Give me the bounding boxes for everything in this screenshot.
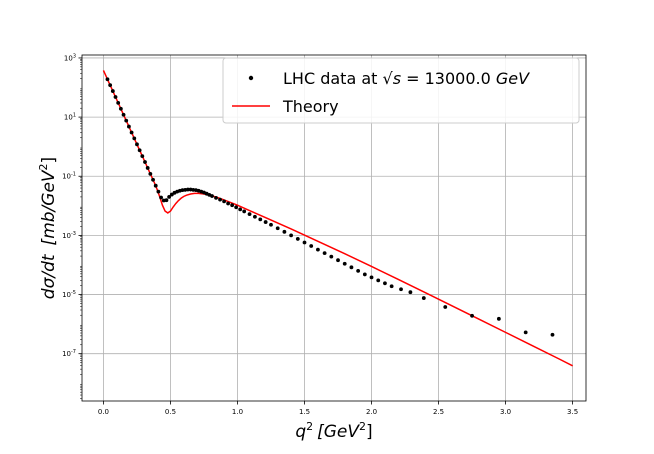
data-point: [523, 330, 528, 335]
data-point: [289, 233, 294, 238]
x-tick-label: 2.5: [433, 408, 444, 416]
data-point: [238, 207, 243, 212]
data-point: [156, 189, 161, 194]
data-point: [214, 195, 218, 200]
data-point: [230, 203, 235, 208]
x-tick-label: 2.0: [366, 408, 377, 416]
data-point: [349, 265, 354, 270]
legend-label-theory: Theory: [282, 97, 339, 116]
y-tick-label: 10-7: [62, 349, 76, 358]
data-point: [135, 142, 139, 147]
data-point: [159, 195, 163, 200]
data-point: [369, 275, 374, 280]
data-point: [309, 244, 314, 248]
data-point: [167, 195, 172, 199]
legend-label-lhc-data: LHC data at √s = 13000.0 GeV: [283, 69, 530, 88]
y-axis-label: dσ/dt[mb/GeV2]: [37, 157, 59, 299]
y-tick-label: 10-1: [62, 172, 76, 181]
data-point: [316, 247, 320, 252]
x-tick-label: 3.5: [567, 408, 578, 416]
legend-box: [222, 57, 580, 124]
data-point: [129, 130, 134, 135]
x-tick-label: 0.0: [98, 408, 109, 416]
data-point: [226, 201, 231, 206]
data-point: [145, 166, 150, 170]
data-point: [263, 220, 268, 224]
data-point: [143, 160, 147, 164]
y-tick-label: 103: [64, 53, 76, 62]
y-tick-label: 101: [64, 113, 76, 122]
data-point: [362, 272, 367, 277]
data-point: [118, 106, 123, 111]
data-point: [121, 112, 126, 117]
data-point: [282, 229, 287, 234]
data-point: [376, 278, 381, 283]
theory-line: [102, 70, 573, 367]
legend: LHC data at √s = 13000.0 GeV Theory: [222, 57, 580, 124]
data-point: [108, 83, 113, 88]
data-point: [342, 261, 347, 266]
data-point: [110, 89, 115, 93]
data-point: [222, 199, 226, 204]
data-point: [169, 192, 174, 197]
data-point: [496, 316, 501, 321]
data-point: [116, 101, 121, 105]
data-point: [210, 194, 214, 198]
y-tick-label: 10-3: [62, 231, 76, 240]
x-tick-label: 1.0: [232, 408, 243, 416]
data-point: [127, 124, 131, 129]
data-point: [113, 95, 118, 99]
data-point: [132, 136, 137, 141]
y-tick-label: 10-5: [62, 290, 76, 299]
data-point: [399, 287, 403, 292]
data-point: [153, 183, 158, 188]
x-tick-label: 3.0: [500, 408, 511, 416]
data-point: [383, 281, 387, 286]
x-tick-label: 1.5: [299, 408, 310, 416]
data-point: [302, 240, 307, 245]
data-point: [124, 118, 129, 123]
data-point: [151, 177, 155, 182]
data-point: [247, 212, 252, 217]
data-point: [356, 268, 361, 273]
data-point: [234, 205, 239, 210]
data-point: [470, 313, 474, 318]
lhc-data-series: [105, 77, 555, 337]
plot-frame: [81, 54, 587, 402]
data-point: [148, 172, 153, 176]
data-point: [258, 217, 263, 222]
data-point: [389, 284, 394, 289]
data-point: [421, 296, 426, 300]
data-point: [408, 290, 413, 295]
ticks: 0.0 0.5 1.0 1.5 2.0 2.5 3.0 3.5 103 101 10-1 10-3 10…: [62, 53, 578, 416]
data-point: [105, 77, 110, 82]
data-point: [550, 332, 555, 337]
x-axis-label: q2 [GeV2]: [295, 420, 372, 442]
data-point: [242, 209, 247, 214]
data-point: [218, 197, 222, 202]
data-point: [164, 198, 169, 203]
data-point: [185, 187, 190, 192]
data-point: [443, 305, 448, 309]
data-point: [269, 222, 273, 227]
data-point: [253, 214, 257, 219]
legend-marker-lhc-data: [248, 75, 254, 81]
x-tick-label: 0.5: [165, 408, 176, 416]
data-point: [295, 237, 300, 241]
theory-series: [102, 70, 573, 367]
data-point: [137, 148, 142, 153]
data-point: [329, 254, 334, 259]
data-point: [140, 154, 145, 159]
data-point: [322, 251, 327, 256]
data-point: [275, 226, 280, 231]
data-point: [336, 258, 340, 263]
